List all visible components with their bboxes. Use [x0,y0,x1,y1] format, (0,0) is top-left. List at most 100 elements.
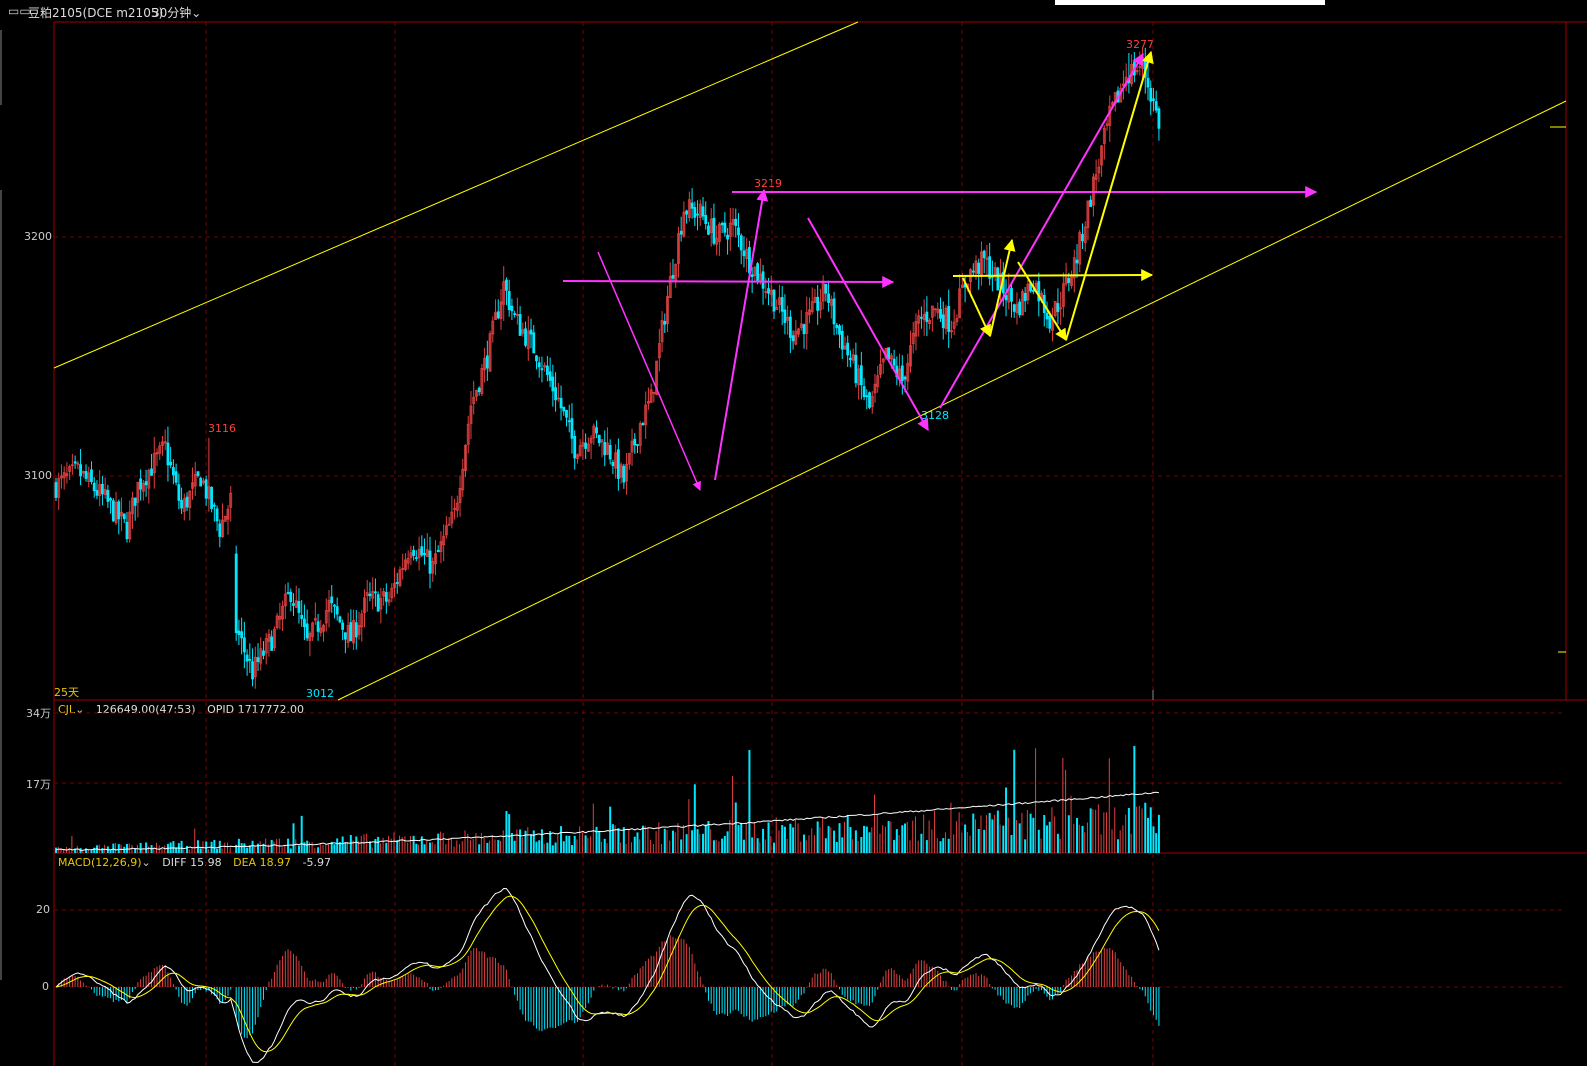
volume-bar [661,843,663,853]
left-scroll-edge-lower [0,190,2,980]
candle-body [701,206,705,217]
candle-body [928,319,931,325]
volume-bar [287,838,290,853]
candle-body [262,650,265,656]
candle-body [1048,316,1052,329]
candle-body [322,624,325,632]
volume-bar [745,823,747,853]
volume-bar [546,842,549,853]
volume-bar [1125,814,1127,853]
candle-body [709,218,713,234]
volume-bar [164,845,166,853]
volume-bar [527,827,529,853]
volume-bar [338,842,341,853]
candle-body [54,482,58,498]
candle-body [196,471,200,476]
candle-body [846,342,850,356]
volume-bar [592,803,594,853]
candle-body [625,463,628,482]
candle-body [1100,145,1103,166]
chain-link-icon[interactable]: ▭▭ [8,4,31,18]
volume-bar [499,840,501,853]
candle-body [1053,301,1057,317]
candle-body [316,621,320,632]
volume-bar [60,847,62,853]
volume-bar [1051,807,1053,853]
volume-bar [153,849,155,853]
candle-body [365,592,369,596]
candle-body [215,508,219,522]
candle-body [737,227,740,236]
volume-bar [1149,807,1152,853]
candle-body [57,477,61,498]
volume-bar [109,849,112,853]
candle-body [398,569,402,586]
volume-bar [325,844,327,853]
candle-body [843,345,847,350]
candle-body [619,464,623,478]
candle-body [977,262,981,274]
candle-body [264,638,268,654]
candle-body [838,325,841,335]
candle-body [950,330,953,333]
volume-bar [573,835,576,853]
candle-body [60,475,63,479]
volume-bar [139,842,142,853]
candle-body [707,225,710,235]
volume-bar [1018,823,1021,853]
period-selector[interactable]: 30分钟⌄ [152,4,201,21]
candle-body [873,383,877,394]
candle-body [518,314,522,336]
candle-body [251,661,254,680]
candle-body [281,605,284,620]
volume-bar [1037,829,1040,853]
macd-tick-20: 20 [36,903,50,916]
candle-body [974,260,978,274]
volume-bar [333,844,336,853]
volume-bar [489,840,491,853]
volume-bar [188,849,190,853]
candle-body [188,490,192,508]
volume-bar [854,830,857,853]
candle-body [562,406,566,412]
volume-bar [691,830,694,853]
volume-bar [611,824,614,853]
volume-bar [235,844,238,853]
volume-bar [1103,812,1105,853]
down-leg-arrow-2 [807,217,929,432]
candle-body [212,504,216,507]
volume-bar [134,847,137,853]
volume-bar [442,833,444,853]
volume-bar [145,842,148,853]
volume-bar [186,845,189,853]
candle-body [633,438,637,446]
candle-body [147,469,151,489]
candle-body [1108,105,1112,126]
macd-indicator-name[interactable]: MACD(12,26,9) [58,856,142,869]
chevron-down-icon[interactable]: ⌄ [191,6,202,20]
candle-body [780,297,784,312]
lower-channel-line [337,100,1567,701]
candle-body [985,257,989,260]
volume-bar [1056,833,1059,853]
up-leg-arrow-1 [714,188,769,481]
volume-bar [322,844,324,853]
chevron-down-icon[interactable]: ⌄ [141,856,151,869]
candle-body [1031,290,1035,292]
volume-bar [450,838,452,853]
candle-body [941,314,945,329]
candle-body [573,435,577,459]
volume-bar [792,827,795,853]
dea-value: DEA 18.97 [233,856,292,869]
volume-bar [175,847,178,853]
candle-body [120,511,123,517]
candle-body [971,270,975,273]
chevron-down-icon[interactable]: ⌄ [75,703,85,716]
volume-bar [445,844,447,853]
volume-bar [521,837,523,853]
volume-bar [579,826,581,853]
volume-bar [308,842,310,853]
candle-body [993,267,997,275]
volume-bar [55,847,57,853]
